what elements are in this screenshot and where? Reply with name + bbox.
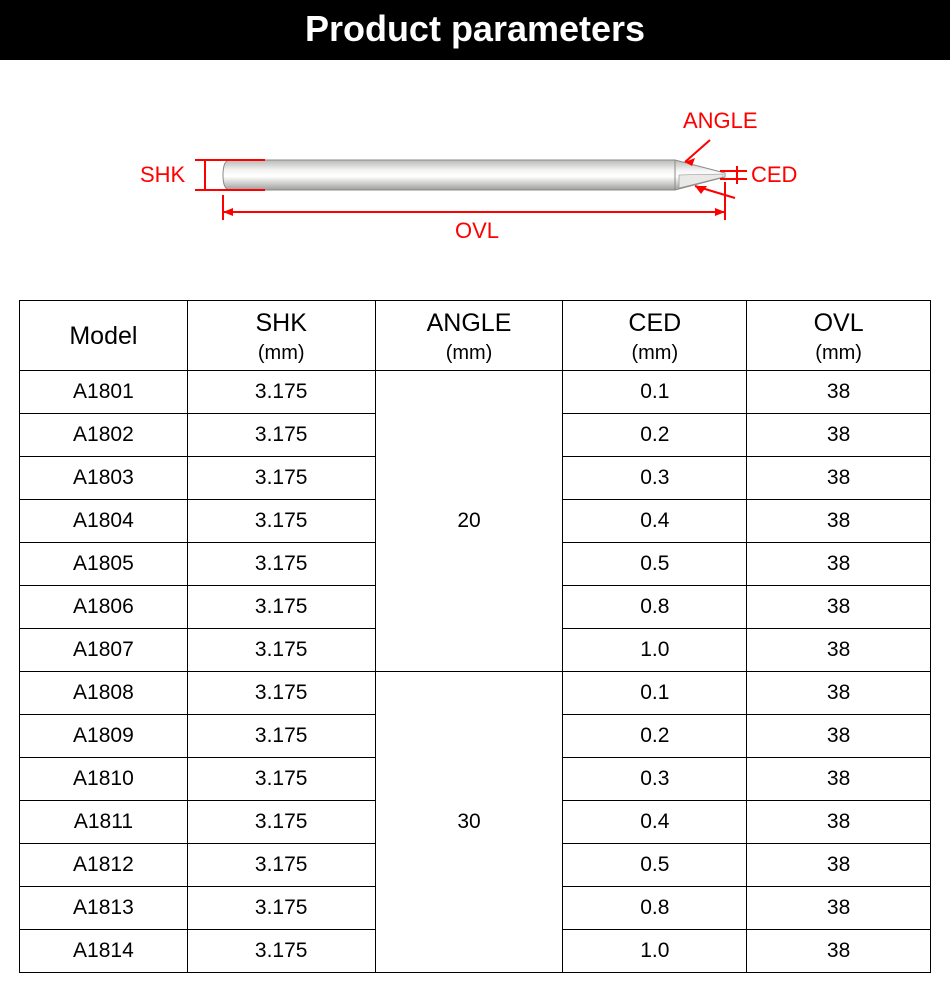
cell-shk: 3.175 xyxy=(187,714,375,757)
cell-shk: 3.175 xyxy=(187,757,375,800)
table-row: A18013.175200.138 xyxy=(20,370,931,413)
cell-ced: 0.3 xyxy=(563,456,747,499)
cell-model: A1805 xyxy=(20,542,188,585)
cell-model: A1811 xyxy=(20,800,188,843)
col-shk-main: SHK xyxy=(188,307,375,340)
cell-model: A1813 xyxy=(20,886,188,929)
cell-ovl: 38 xyxy=(747,757,931,800)
cell-ovl: 38 xyxy=(747,929,931,972)
col-ovl: OVL (mm) xyxy=(747,301,931,371)
angle-label: ANGLE xyxy=(683,108,758,133)
col-model-main: Model xyxy=(20,320,187,353)
col-ovl-main: OVL xyxy=(747,307,930,340)
col-shk: SHK (mm) xyxy=(187,301,375,371)
cell-shk: 3.175 xyxy=(187,370,375,413)
cell-model: A1806 xyxy=(20,585,188,628)
cell-ced: 0.8 xyxy=(563,886,747,929)
page-title: Product parameters xyxy=(0,0,950,60)
cell-model: A1814 xyxy=(20,929,188,972)
cell-ced: 0.2 xyxy=(563,714,747,757)
cell-ced: 1.0 xyxy=(563,929,747,972)
cell-ced: 0.1 xyxy=(563,671,747,714)
cell-ced: 0.1 xyxy=(563,370,747,413)
cell-model: A1807 xyxy=(20,628,188,671)
cell-shk: 3.175 xyxy=(187,456,375,499)
cell-ovl: 38 xyxy=(747,456,931,499)
col-ced: CED (mm) xyxy=(563,301,747,371)
table-row: A18083.175300.138 xyxy=(20,671,931,714)
cell-model: A1812 xyxy=(20,843,188,886)
cell-ovl: 38 xyxy=(747,413,931,456)
cell-model: A1801 xyxy=(20,370,188,413)
table-header: Model SHK (mm) ANGLE (mm) CED (mm) OVL (… xyxy=(20,301,931,371)
cell-ced: 0.4 xyxy=(563,800,747,843)
cell-ced: 0.8 xyxy=(563,585,747,628)
tool-body xyxy=(223,160,725,190)
cell-shk: 3.175 xyxy=(187,886,375,929)
tool-diagram-wrap: SHK OVL ANGLE CED xyxy=(0,60,950,300)
cell-model: A1804 xyxy=(20,499,188,542)
col-angle-unit: (mm) xyxy=(376,340,563,366)
col-angle-main: ANGLE xyxy=(376,307,563,340)
col-ced-unit: (mm) xyxy=(563,340,746,366)
cell-ovl: 38 xyxy=(747,714,931,757)
cell-angle: 20 xyxy=(375,370,563,671)
cell-shk: 3.175 xyxy=(187,542,375,585)
ovl-label: OVL xyxy=(455,218,499,243)
cell-shk: 3.175 xyxy=(187,585,375,628)
cell-ovl: 38 xyxy=(747,886,931,929)
cell-model: A1802 xyxy=(20,413,188,456)
cell-shk: 3.175 xyxy=(187,499,375,542)
cell-ced: 0.5 xyxy=(563,542,747,585)
cell-ced: 0.3 xyxy=(563,757,747,800)
cell-shk: 3.175 xyxy=(187,413,375,456)
col-ovl-unit: (mm) xyxy=(747,340,930,366)
ced-label: CED xyxy=(751,162,797,187)
cell-ced: 0.5 xyxy=(563,843,747,886)
cell-ced: 0.4 xyxy=(563,499,747,542)
cell-ovl: 38 xyxy=(747,542,931,585)
col-angle: ANGLE (mm) xyxy=(375,301,563,371)
table-body: A18013.175200.138A18023.1750.238A18033.1… xyxy=(20,370,931,972)
tool-diagram: SHK OVL ANGLE CED xyxy=(135,100,815,270)
cell-ovl: 38 xyxy=(747,800,931,843)
cell-model: A1810 xyxy=(20,757,188,800)
cell-ovl: 38 xyxy=(747,499,931,542)
cell-shk: 3.175 xyxy=(187,929,375,972)
cell-shk: 3.175 xyxy=(187,843,375,886)
col-ced-main: CED xyxy=(563,307,746,340)
cell-ovl: 38 xyxy=(747,671,931,714)
cell-ovl: 38 xyxy=(747,628,931,671)
cell-shk: 3.175 xyxy=(187,800,375,843)
cell-shk: 3.175 xyxy=(187,628,375,671)
cell-shk: 3.175 xyxy=(187,671,375,714)
cell-ovl: 38 xyxy=(747,585,931,628)
cell-model: A1808 xyxy=(20,671,188,714)
cell-model: A1803 xyxy=(20,456,188,499)
cell-model: A1809 xyxy=(20,714,188,757)
cell-angle: 30 xyxy=(375,671,563,972)
cell-ovl: 38 xyxy=(747,843,931,886)
cell-ovl: 38 xyxy=(747,370,931,413)
cell-ced: 0.2 xyxy=(563,413,747,456)
col-shk-unit: (mm) xyxy=(188,340,375,366)
col-model: Model xyxy=(20,301,188,371)
shk-label: SHK xyxy=(140,162,186,187)
parameters-table: Model SHK (mm) ANGLE (mm) CED (mm) OVL (… xyxy=(19,300,931,973)
cell-ced: 1.0 xyxy=(563,628,747,671)
